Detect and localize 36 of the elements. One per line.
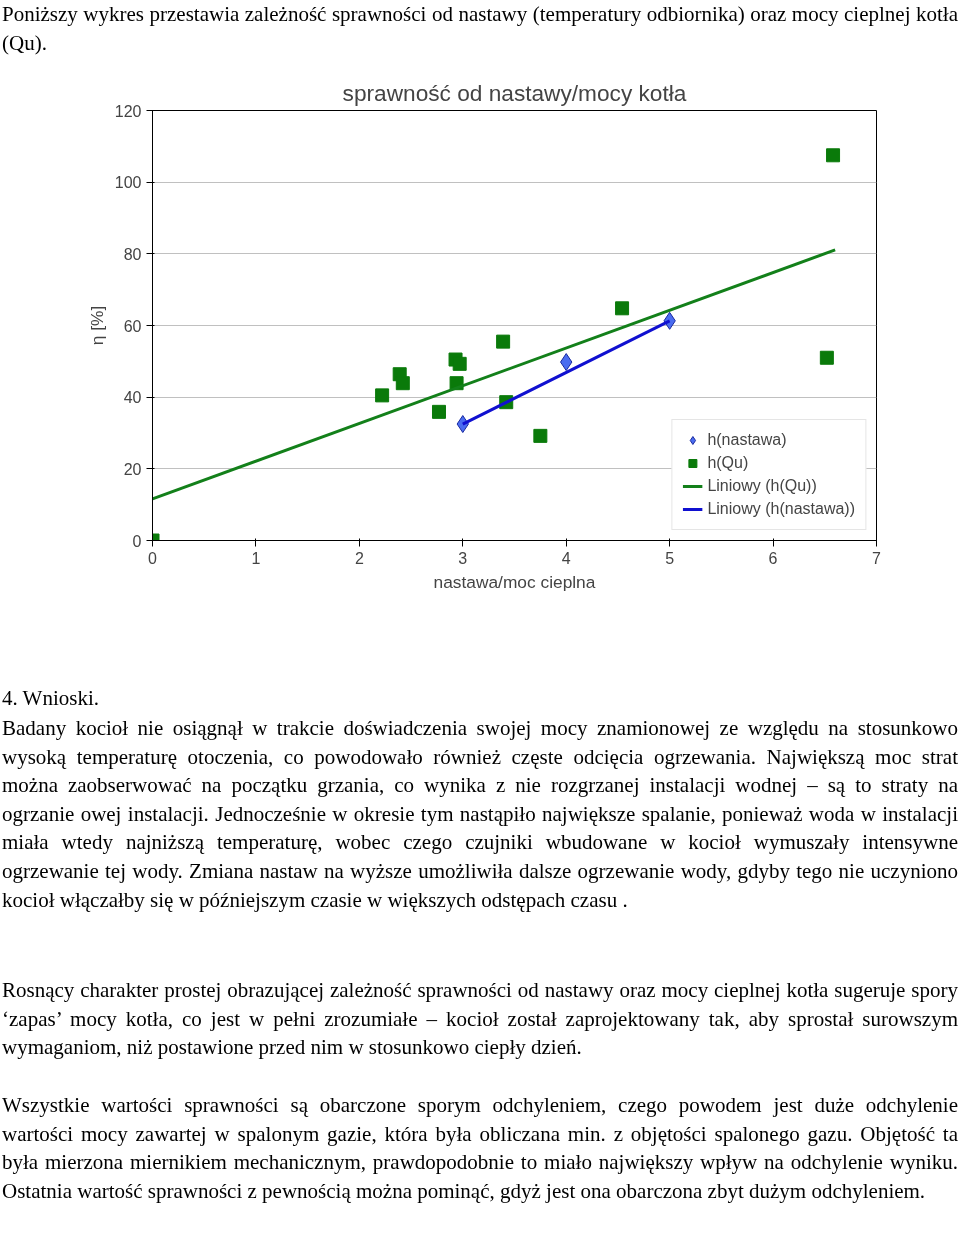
x-tick-label: 3 [458, 549, 468, 567]
legend-label: Liniowy (h(Qu)) [707, 477, 817, 495]
point [533, 428, 548, 443]
y-tick-label: 60 [123, 317, 142, 335]
text: 4. Wnioski. [2, 685, 101, 712]
y-tick-label: 120 [114, 102, 142, 120]
legend-label: Liniowy (h(nastawa)) [707, 500, 855, 518]
point [395, 376, 410, 391]
y-tick-label: 20 [123, 460, 142, 478]
x-tick-label: 5 [665, 549, 675, 567]
point [496, 334, 511, 349]
x-tick-label: 0 [148, 549, 158, 567]
x-tick-label: 4 [561, 549, 571, 567]
y-tick-label: 0 [132, 532, 142, 550]
text: Badany kocioł nie osiągnął w trakcie doświadczenia swojej mocy znamionowej ze względu na stosunkowo wysoką temperaturę otoczenia, co powodowało również częste odcięcia ogrzewania. Największą moc strat można zaobserwować na początku grzania, co wynika z nie rozgrzanej instalacji wodnej – są to straty na ogrzanie owej instalacji. Jednocześnie w okresie tym nastąpiło największe spalanie, ponieważ woda w instalacji miała wtedy najniższą temperaturę, wobec czego czujniki wbudowane w kocioł wymuszały intensywne ogrzewanie tej wody. Zmiana nastaw na wyższe umożliwiła dalsze ogrzewanie wody, gdyby tego nie uczyniono kocioł włączałby się w późniejszym czasie w większych odstępach czasu . [2, 715, 958, 914]
legend-label: h(Qu) [707, 454, 749, 472]
x-tick-label: 2 [354, 549, 364, 567]
text: Poniższy wykres przestawia zależność sprawności od nastawy (temperatury odbiornika) oraz mocy cieplnej kotła (Qu). [2, 1, 958, 57]
point [432, 404, 446, 419]
y-axis-title: η [%] [86, 305, 107, 346]
y-tick-label: 80 [123, 245, 142, 263]
point [615, 301, 630, 316]
x-axis-title: nastawa/moc cieplna [433, 571, 596, 592]
x-tick-label: 7 [872, 549, 882, 567]
point [452, 356, 467, 371]
y-tick-label: 40 [123, 389, 142, 407]
point [826, 148, 841, 163]
x-tick-label: 1 [251, 549, 261, 567]
point [375, 388, 390, 403]
point [819, 350, 834, 365]
text: Wszystkie wartości sprawności są obarczone sporym odchyleniem, czego powodem jest duże odchylenie wartości mocy zawartej w spalonym gazie, która była obliczana min. z objętości spalonego gazu. Objętość ta była mierzona miernikiem mechanicznym, prawdopodobnie to miało największy wpływ na odchylenie wyniku. Ostatnia wartość sprawności z pewnością można pominąć, gdyż jest ona obarczona zbyt dużym odchyleniem. [2, 1092, 958, 1205]
x-tick-label: 6 [768, 549, 778, 567]
legend-label: h(nastawa) [707, 431, 787, 449]
y-tick-label: 100 [114, 174, 142, 192]
text: Rosnący charakter prostej obrazującej zależność sprawności od nastawy oraz mocy cieplnej kotła sugeruje spory ‘zapas’ mocy kotła, co jest w pełni zrozumiałe – kocioł został zaprojektowany tak, aby sprostał surowszym wymaganiom, niż postawione przed nim w stosunkowo ciepły dzień. [2, 977, 958, 1062]
chart-title: sprawność od nastawy/mocy kotła [342, 79, 687, 106]
